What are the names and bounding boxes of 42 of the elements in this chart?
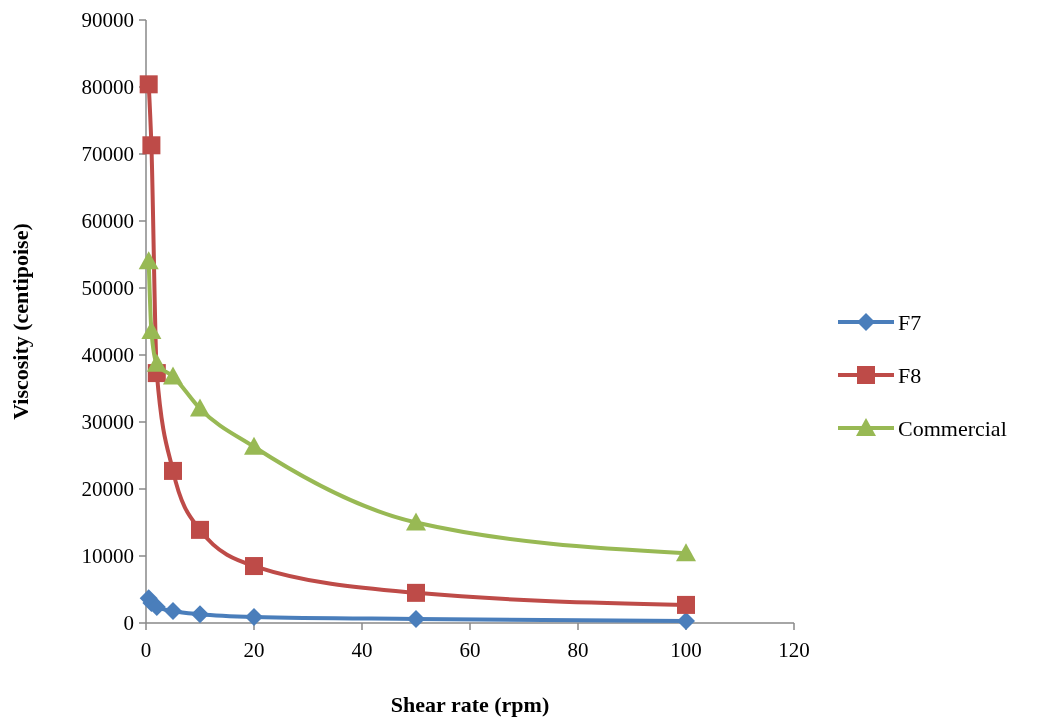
point <box>407 583 425 602</box>
point <box>245 557 263 576</box>
point <box>406 512 426 531</box>
y-tick-label: 30000 <box>81 410 134 435</box>
y-tick-label: 80000 <box>81 75 134 100</box>
point <box>142 136 161 155</box>
y-tick-label: 70000 <box>81 142 134 167</box>
x-axis-title: Shear rate (rpm) <box>390 692 550 717</box>
x-tick-label: 20 <box>243 638 265 662</box>
point <box>163 366 183 385</box>
y-tick-label: 20000 <box>81 477 134 502</box>
point <box>141 320 162 339</box>
point <box>245 607 263 626</box>
y-tick-label: 40000 <box>81 343 134 368</box>
legend-label: F8 <box>898 362 922 388</box>
point <box>190 398 210 417</box>
point <box>146 353 167 372</box>
x-tick-label: 0 <box>140 638 152 662</box>
point <box>191 605 209 624</box>
x-tick-label: 60 <box>459 638 481 662</box>
x-tick-label: 120 <box>778 638 810 662</box>
y-axis-title: Viscosity (centipoise) <box>8 223 33 420</box>
point <box>164 461 182 480</box>
x-tick-label: 40 <box>351 638 373 662</box>
legend-label: F7 <box>898 309 922 335</box>
x-tick-label: 100 <box>670 638 702 662</box>
point <box>677 611 695 630</box>
y-tick-label: 0 <box>123 611 134 636</box>
point <box>677 595 695 614</box>
point <box>164 601 182 620</box>
point <box>138 251 159 270</box>
x-tick-label: 80 <box>567 638 589 662</box>
legend-label: Commercial <box>898 415 1007 441</box>
point <box>191 520 209 539</box>
point <box>407 609 425 628</box>
point <box>244 436 264 455</box>
point <box>676 543 696 562</box>
y-tick-label: 60000 <box>81 209 134 234</box>
y-tick-label: 10000 <box>81 544 134 569</box>
point <box>139 75 158 94</box>
y-tick-label: 50000 <box>81 276 134 301</box>
y-tick-label: 90000 <box>81 8 134 33</box>
